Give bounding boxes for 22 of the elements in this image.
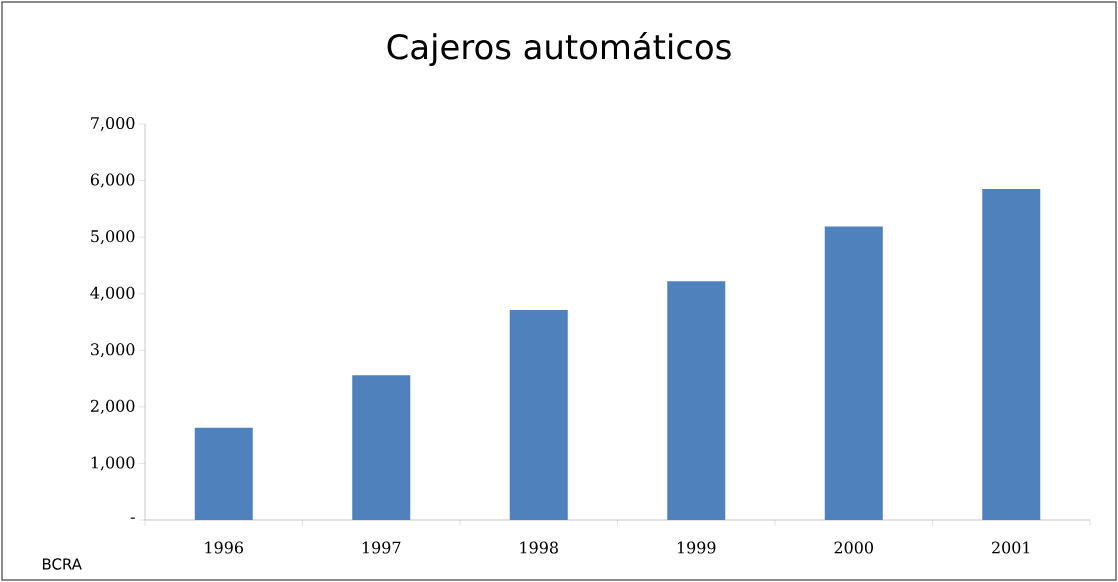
bar	[824, 226, 883, 520]
y-tick-label: -	[130, 517, 135, 519]
x-tick-label: 1999	[677, 541, 716, 554]
x-tick-label: 2000	[834, 541, 873, 554]
bar	[194, 427, 253, 520]
y-tick-label: 6,000	[90, 173, 135, 188]
bar	[982, 189, 1041, 520]
text: BCRA	[42, 558, 82, 570]
y-tick-label: 3,000	[91, 343, 135, 358]
x-tick-label: 1997	[362, 541, 401, 554]
y-tick-label: 7,000	[91, 117, 135, 131]
chart-title: Cajeros automáticos	[387, 31, 731, 67]
y-tick-label: 2,000	[90, 399, 135, 414]
y-tick-label: 5,000	[91, 230, 135, 245]
x-tick-label: 1996	[205, 541, 244, 554]
y-tick-label: 4,000	[90, 286, 135, 301]
y-tick-label: 1,000	[91, 456, 135, 471]
bar	[509, 310, 568, 520]
x-tick-label: 2001	[992, 541, 1030, 554]
bar	[352, 375, 411, 520]
x-tick-label: 1998	[520, 541, 558, 554]
bar	[667, 281, 726, 520]
